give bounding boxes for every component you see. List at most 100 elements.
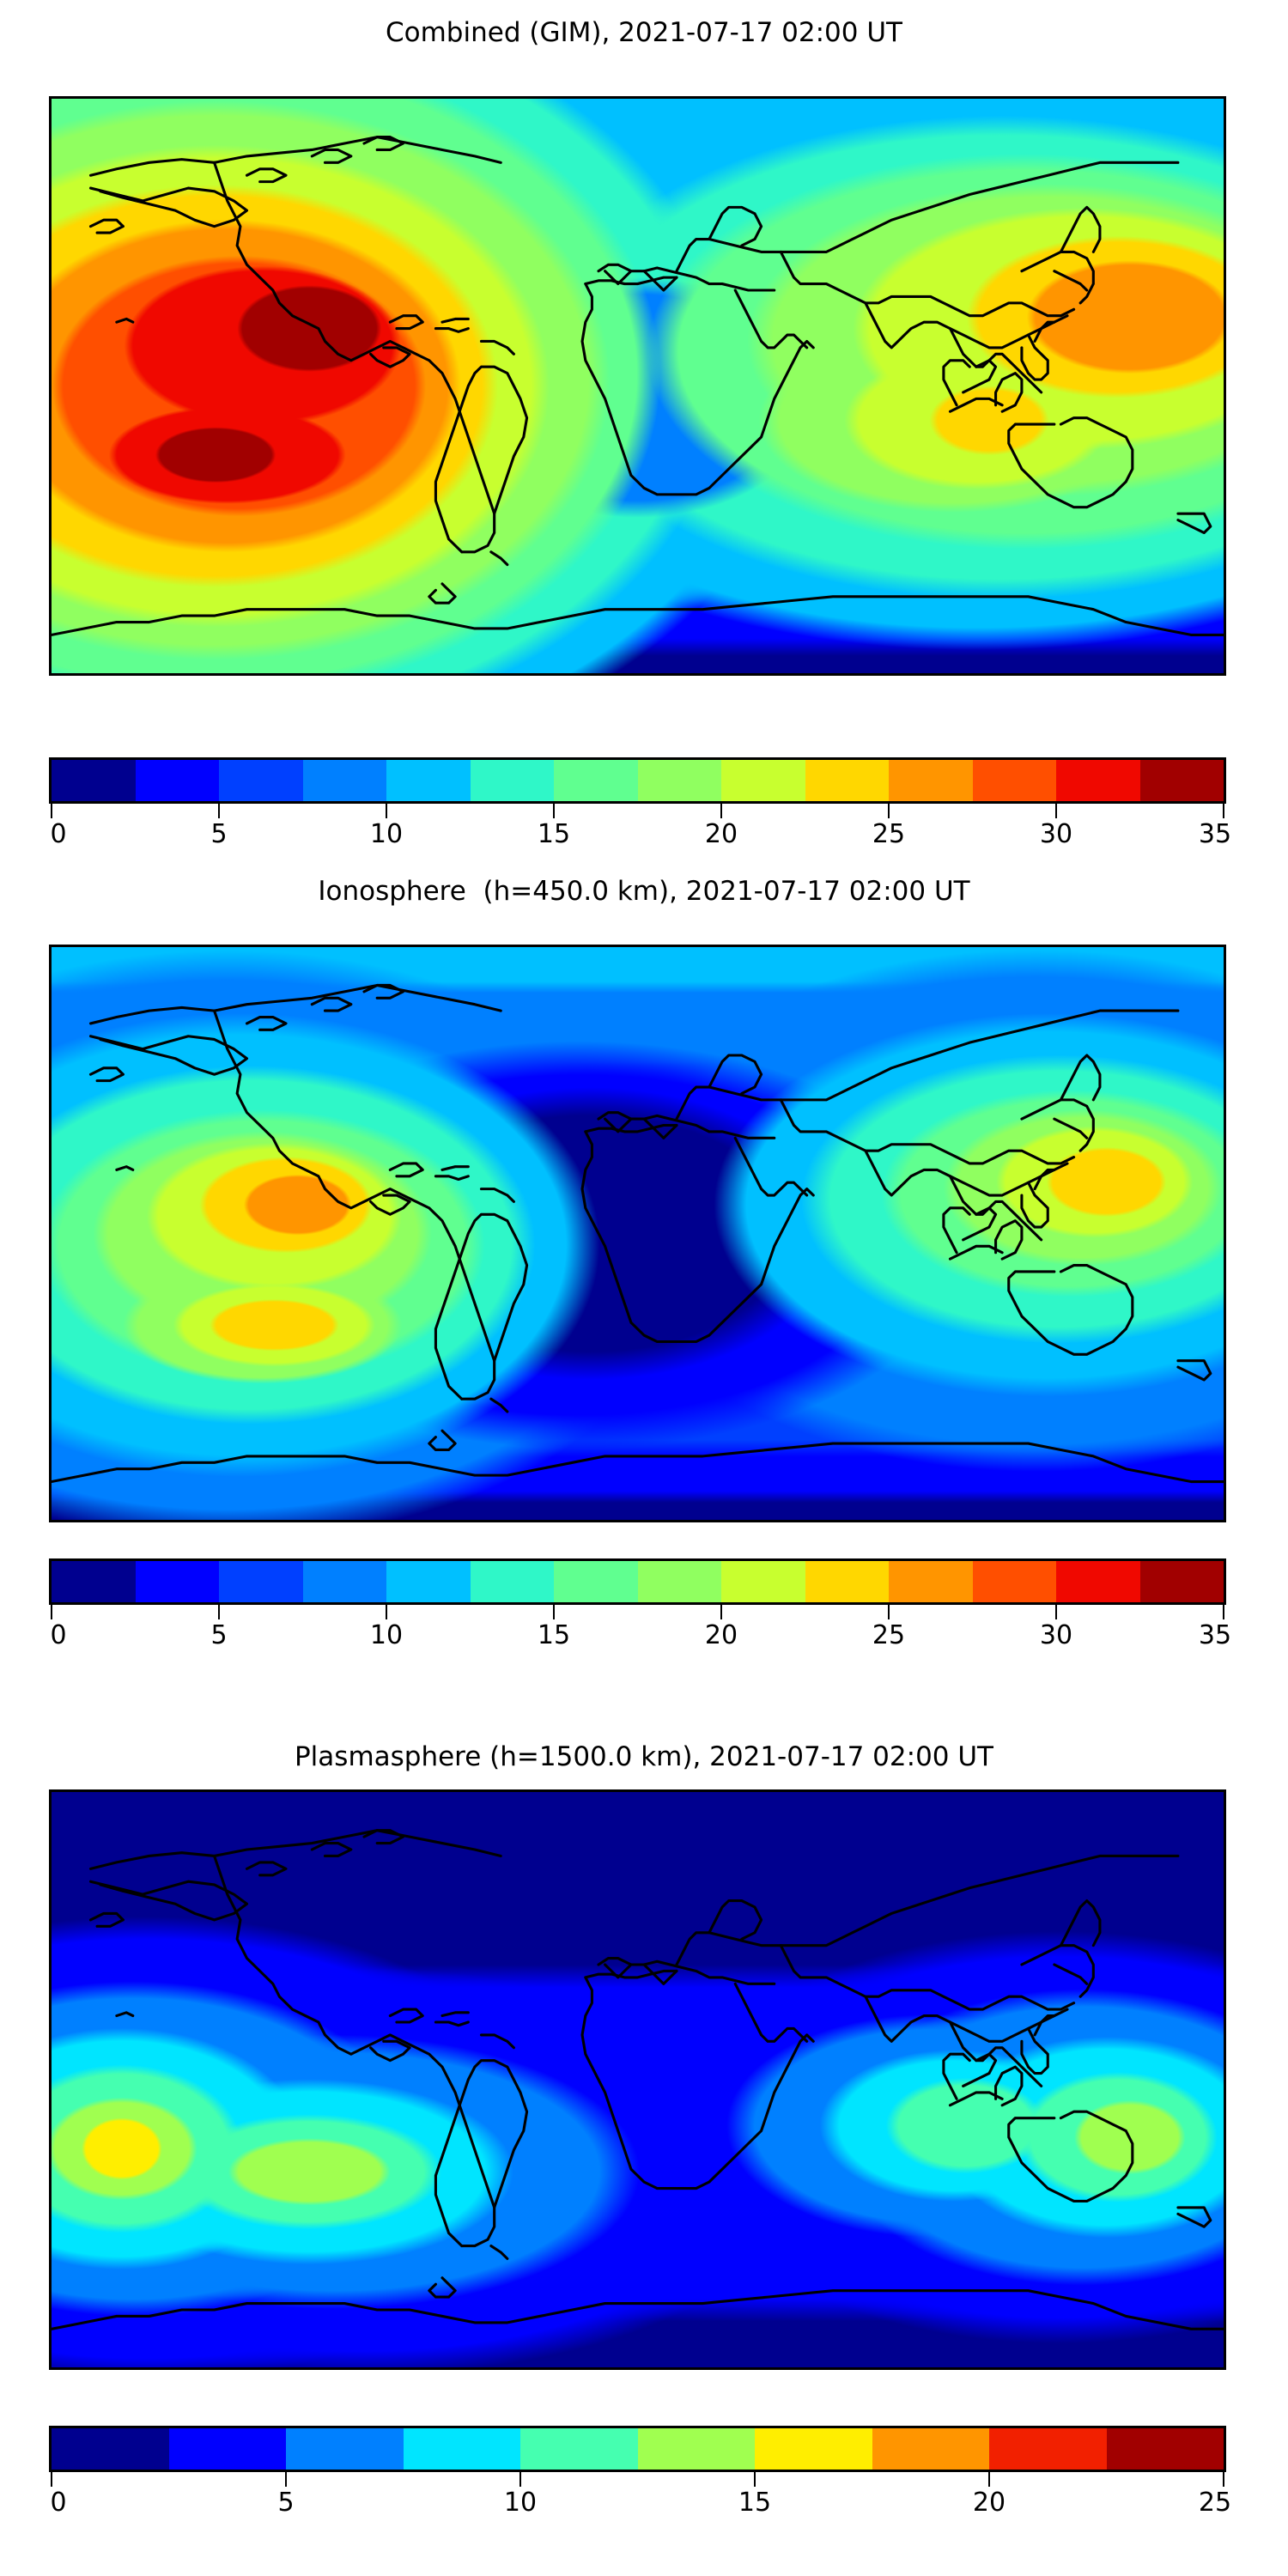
panel-ionosphere: Ionosphere (h=450.0 km), 2021-07-17 02:0… xyxy=(0,859,1288,1717)
coastlines-plasmasphere xyxy=(52,1792,1224,2367)
coastlines-ionosphere xyxy=(52,947,1224,1520)
colorbar-segment xyxy=(637,760,721,801)
map-plasmasphere xyxy=(49,1789,1226,2370)
colorbar-tick-label: 10 xyxy=(369,819,404,849)
colorbar-tick-label: 15 xyxy=(537,1620,571,1650)
tec-field-combined xyxy=(52,99,1224,673)
colorbar-segment xyxy=(52,2428,169,2470)
tec-field-ionosphere xyxy=(52,947,1224,1520)
colorbar-tick-label: 0 xyxy=(50,1620,67,1650)
colorbar-segment xyxy=(1056,1561,1140,1602)
colorbar-segment xyxy=(520,2428,638,2470)
colorbar-tick-label: 0 xyxy=(50,2488,67,2518)
colorbar-tick-label: 30 xyxy=(1039,1620,1073,1650)
colorbar-tick xyxy=(553,804,555,818)
colorbar-tick xyxy=(519,2472,521,2487)
colorbar-tick-label: 35 xyxy=(1198,1620,1232,1650)
colorbar-tick-labels-ionosphere: 0 5 10 15 20 25 30 35 xyxy=(49,1620,1231,1660)
colorbar-tick xyxy=(888,804,890,818)
colorbar-tick-labels-combined: 0 5 10 15 20 25 30 35 xyxy=(49,819,1231,859)
colorbar-segment xyxy=(721,760,805,801)
colorbar-tick xyxy=(1223,804,1224,818)
colorbar-segment xyxy=(721,1561,805,1602)
colorbar-segment xyxy=(135,1561,219,1602)
colorbar-tick xyxy=(1223,1605,1224,1619)
colorbar-segment xyxy=(805,1561,889,1602)
colorbar-segment xyxy=(1139,1561,1224,1602)
colorbar-tick-label: 25 xyxy=(872,819,906,849)
colorbar-tick xyxy=(1223,2472,1224,2487)
colorbar-tick xyxy=(51,1605,52,1619)
colorbar-tick xyxy=(386,1605,387,1619)
colorbar-segment xyxy=(554,1561,638,1602)
colorbar-ticks-plasmasphere xyxy=(49,2472,1226,2488)
colorbar-segment xyxy=(554,760,638,801)
colorbar-segment xyxy=(168,2428,286,2470)
colorbar-segment xyxy=(52,760,136,801)
colorbar-tick-label: 5 xyxy=(210,819,228,849)
colorbar-strip-ionosphere xyxy=(49,1558,1226,1605)
colorbar-segment xyxy=(872,2428,989,2470)
colorbar-segment xyxy=(637,2428,755,2470)
colorbar-segment xyxy=(889,760,973,801)
colorbar-segment xyxy=(286,2428,404,2470)
coastlines-combined xyxy=(52,99,1224,673)
colorbar-segment xyxy=(219,1561,303,1602)
colorbar-tick-label: 5 xyxy=(210,1620,228,1650)
colorbar-tick xyxy=(888,1605,890,1619)
panel-title-combined: Combined (GIM), 2021-07-17 02:00 UT xyxy=(386,17,902,48)
colorbar-strip-combined xyxy=(49,757,1226,804)
colorbar-tick-label: 10 xyxy=(369,1620,404,1650)
colorbar-segment xyxy=(1106,2428,1224,2470)
colorbar-segment xyxy=(403,2428,520,2470)
colorbar-tick-label: 25 xyxy=(872,1620,906,1650)
colorbar-segment xyxy=(386,1561,471,1602)
colorbar-tick-label: 25 xyxy=(1198,2488,1232,2518)
colorbar-tick-labels-plasmasphere: 0 5 10 15 20 25 xyxy=(49,2488,1231,2527)
colorbar-tick-label: 20 xyxy=(704,1620,738,1650)
colorbar-plasmasphere: 0 5 10 15 20 25 xyxy=(49,2426,1231,2527)
colorbar-segment xyxy=(135,760,219,801)
colorbar-tick xyxy=(754,2472,756,2487)
colorbar-tick xyxy=(285,2472,287,2487)
colorbar-segment xyxy=(52,1561,136,1602)
colorbar-segment xyxy=(302,760,386,801)
panel-plasmasphere: Plasmasphere (h=1500.0 km), 2021-07-17 0… xyxy=(0,1717,1288,2576)
colorbar-ticks-ionosphere xyxy=(49,1605,1226,1620)
colorbar-tick xyxy=(218,1605,220,1619)
colorbar-tick xyxy=(218,804,220,818)
colorbar-tick-label: 5 xyxy=(277,2488,295,2518)
colorbar-tick-label: 30 xyxy=(1039,819,1073,849)
colorbar-tick xyxy=(51,804,52,818)
colorbar-tick-label: 20 xyxy=(972,2488,1006,2518)
colorbar-tick-label: 15 xyxy=(537,819,571,849)
colorbar-tick xyxy=(1055,1605,1057,1619)
colorbar-segment xyxy=(302,1561,386,1602)
colorbar-tick xyxy=(1055,804,1057,818)
colorbar-tick-label: 10 xyxy=(503,2488,538,2518)
colorbar-tick xyxy=(988,2472,990,2487)
colorbar-tick xyxy=(51,2472,52,2487)
colorbar-segment xyxy=(1056,760,1140,801)
colorbar-strip-plasmasphere xyxy=(49,2426,1226,2472)
map-ionosphere xyxy=(49,945,1226,1522)
colorbar-tick-label: 20 xyxy=(704,819,738,849)
colorbar-segment xyxy=(755,2428,872,2470)
map-combined xyxy=(49,96,1226,676)
colorbar-tick xyxy=(386,804,387,818)
colorbar-tick-label: 15 xyxy=(738,2488,772,2518)
colorbar-segment xyxy=(386,760,471,801)
tec-field-plasmasphere xyxy=(52,1792,1224,2367)
colorbar-segment xyxy=(637,1561,721,1602)
colorbar-tick xyxy=(720,804,722,818)
panel-combined: Combined (GIM), 2021-07-17 02:00 UT xyxy=(0,0,1288,859)
panel-title-ionosphere: Ionosphere (h=450.0 km), 2021-07-17 02:0… xyxy=(318,876,970,907)
colorbar-segment xyxy=(972,760,1056,801)
colorbar-segment xyxy=(805,760,889,801)
colorbar-segment xyxy=(219,760,303,801)
colorbar-segment xyxy=(889,1561,973,1602)
colorbar-segment xyxy=(470,760,554,801)
colorbar-ionosphere: 0 5 10 15 20 25 30 35 xyxy=(49,1558,1231,1660)
colorbar-segment xyxy=(1139,760,1224,801)
